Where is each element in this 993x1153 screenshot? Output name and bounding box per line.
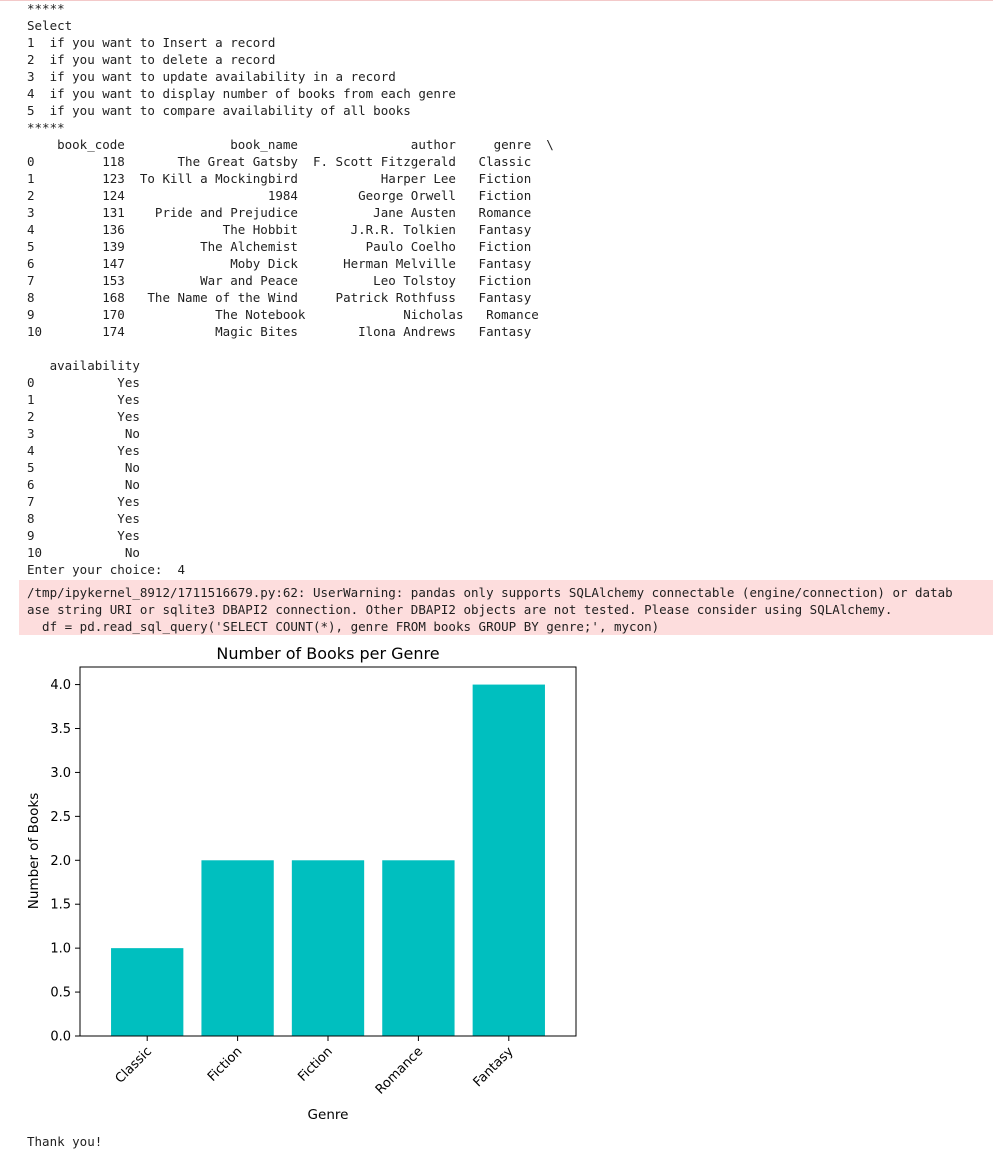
bar-classic <box>111 948 184 1036</box>
table-row: 4 136 The Hobbit J.R.R. Tolkien Fantasy <box>27 222 532 237</box>
availability-header: availability <box>27 358 140 373</box>
bar-fantasy <box>472 684 545 1036</box>
y-axis-ticks: 0.0 0.5 1.0 1.5 2.0 2.5 3.0 3.5 4.0 <box>50 678 80 1045</box>
availability-row: 1 Yes <box>27 392 140 407</box>
stderr-warning: /tmp/ipykernel_8912/1711516679.py:62: Us… <box>19 580 993 635</box>
bars-group <box>111 684 545 1036</box>
table-row: 5 139 The Alchemist Paulo Coelho Fiction <box>27 239 532 254</box>
availability-row: 8 Yes <box>27 511 140 526</box>
warning-line: /tmp/ipykernel_8912/1711516679.py:62: Us… <box>27 585 953 600</box>
input-prompt-value[interactable]: 4 <box>177 562 186 577</box>
genre-bar-chart: Number of Books per Genre 0.0 0.5 1.0 1.5 2.… <box>26 644 577 1123</box>
input-prompt-label: Enter your choice: <box>27 562 178 577</box>
warning-line: ase string URI or sqlite3 DBAPI2 connect… <box>27 602 893 617</box>
y-tick-label: 0.5 <box>50 986 71 1001</box>
menu-option: 5 if you want to compare availability of… <box>27 103 411 118</box>
availability-row: 0 Yes <box>27 375 140 390</box>
y-tick-label: 3.0 <box>50 766 71 781</box>
bar-fiction <box>291 860 365 1036</box>
bar-romance <box>382 860 455 1036</box>
table-row: 6 147 Moby Dick Herman Melville Fantasy <box>27 256 532 271</box>
menu-separator: ***** <box>27 1 65 16</box>
warning-line: df = pd.read_sql_query('SELECT COUNT(*),… <box>27 619 660 634</box>
thanks-message: Thank you! <box>27 1134 103 1149</box>
availability-row: 5 No <box>27 460 140 475</box>
menu-option: 4 if you want to display number of books… <box>27 86 456 101</box>
menu-option: 2 if you want to delete a record <box>27 52 276 67</box>
x-tick-label: Classic <box>113 1044 155 1086</box>
menu-option: 3 if you want to update availability in … <box>27 69 396 84</box>
table-row: 7 153 War and Peace Leo Tolstoy Fiction <box>27 273 532 288</box>
table-row: 0 118 The Great Gatsby F. Scott Fitzgera… <box>27 154 532 169</box>
availability-row: 10 No <box>27 545 140 560</box>
x-tick-label: Fiction <box>295 1044 335 1084</box>
y-tick-label: 0.0 <box>50 1030 71 1045</box>
y-tick-label: 1.0 <box>50 942 71 957</box>
y-tick-label: 4.0 <box>50 678 71 693</box>
x-tick-label: Romance <box>373 1044 426 1097</box>
availability-row: 7 Yes <box>27 494 140 509</box>
blank-line <box>27 340 554 357</box>
chart-title: Number of Books per Genre <box>216 644 439 663</box>
table-row: 10 174 Magic Bites Ilona Andrews Fantasy <box>27 324 532 339</box>
availability-row: 2 Yes <box>27 409 140 424</box>
availability-row: 9 Yes <box>27 528 140 543</box>
x-tick-label: Fiction <box>205 1044 245 1084</box>
bar-fiction <box>201 860 274 1036</box>
availability-row: 3 No <box>27 426 140 441</box>
table-row: 3 131 Pride and Prejudice Jane Austen Ro… <box>27 205 532 220</box>
input-prompt[interactable]: Enter your choice: 4 <box>27 561 554 578</box>
y-tick-label: 2.0 <box>50 854 71 869</box>
table-header: book_code book_name author genre \ <box>27 137 554 152</box>
table-row: 1 123 To Kill a Mockingbird Harper Lee F… <box>27 171 532 186</box>
x-axis-ticks: Classic Fiction Fiction Romance Fantasy <box>113 1036 517 1098</box>
y-tick-label: 2.5 <box>50 810 71 825</box>
x-axis-label: Genre <box>308 1107 349 1123</box>
menu-separator: ***** <box>27 120 65 135</box>
cell-stdout: ***** Select 1 if you want to Insert a rec… <box>27 0 554 578</box>
y-axis-label: Number of Books <box>26 793 42 909</box>
table-row: 8 168 The Name of the Wind Patrick Rothf… <box>27 290 532 305</box>
menu-option: 1 if you want to Insert a record <box>27 35 276 50</box>
y-tick-label: 1.5 <box>50 898 71 913</box>
menu-select-label: Select <box>27 18 73 33</box>
y-tick-label: 3.5 <box>50 722 71 737</box>
x-tick-label: Fantasy <box>471 1044 517 1090</box>
output-top-border <box>0 0 993 1</box>
availability-row: 6 No <box>27 477 140 492</box>
availability-row: 4 Yes <box>27 443 140 458</box>
table-row: 2 124 1984 George Orwell Fiction <box>27 188 532 203</box>
table-row: 9 170 The Notebook Nicholas Romance <box>27 307 539 322</box>
